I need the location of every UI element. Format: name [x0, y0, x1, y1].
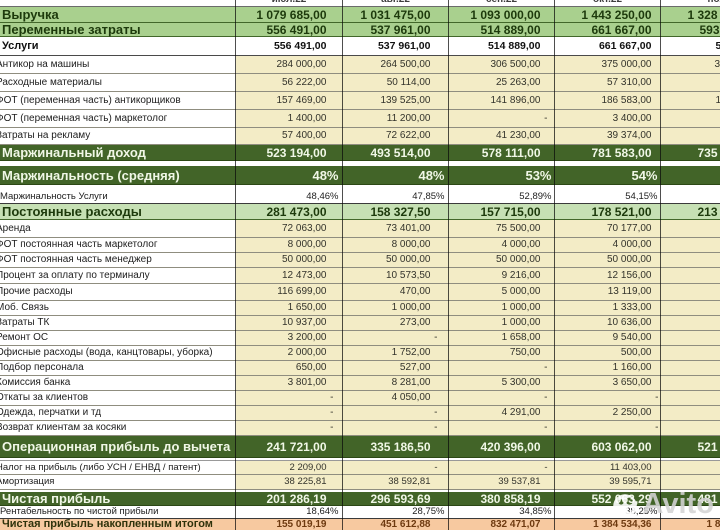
svg-text:Avito: Avito [643, 492, 714, 520]
